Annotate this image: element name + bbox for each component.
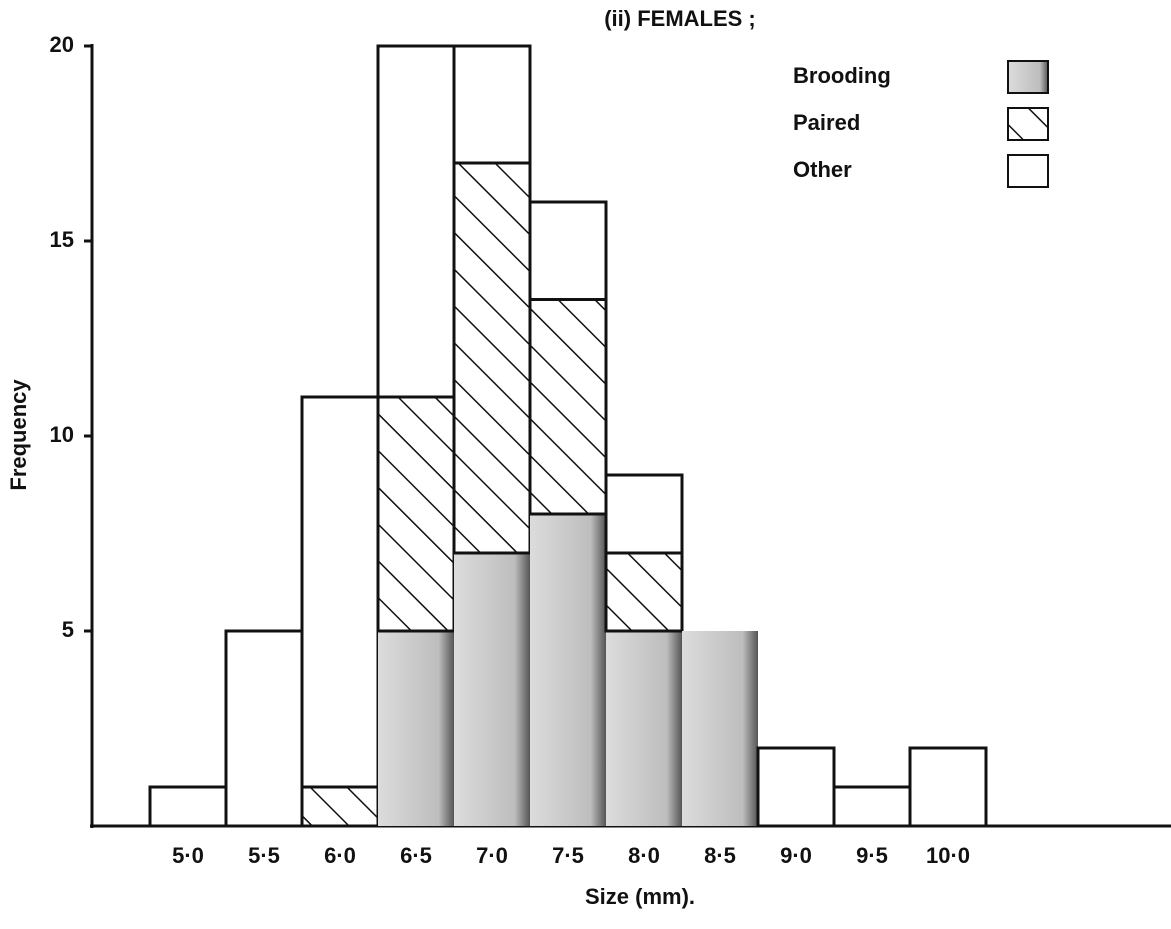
bar-segment: [756, 746, 836, 828]
bar-segment: [454, 553, 530, 826]
x-axis-label: Size (mm).: [585, 884, 695, 909]
x-tick-label: 9·5: [856, 843, 888, 868]
legend-swatch: [1007, 107, 1049, 141]
x-tick-label: 7·0: [476, 843, 508, 868]
bar-segment: [376, 44, 456, 399]
y-tick-label: 5: [62, 617, 74, 642]
bar-segment: [224, 629, 304, 828]
y-axis-label: Frequency: [6, 379, 31, 491]
x-tick-label: 5·5: [248, 843, 280, 868]
legend-label: Other: [793, 157, 852, 182]
bar-segment: [376, 395, 456, 633]
bar-segment: [604, 473, 684, 555]
y-tick-label: 20: [50, 32, 74, 57]
bar-segment: [528, 200, 608, 301]
bar-segment: [832, 785, 912, 828]
x-tick-label: 5·0: [172, 843, 204, 868]
y-tick-label: 10: [50, 422, 74, 447]
x-tick-label: 8·0: [628, 843, 660, 868]
bar-segment: [908, 746, 988, 828]
y-tick-label: 15: [50, 227, 74, 252]
legend-label: Brooding: [793, 63, 891, 88]
bar-segment: [530, 514, 606, 826]
bar-segment: [300, 785, 380, 828]
bar-segment: [606, 631, 682, 826]
x-tick-label: 6·0: [324, 843, 356, 868]
bar-segment: [452, 161, 532, 555]
bar-segment: [528, 298, 608, 516]
bar-segment: [300, 395, 380, 789]
x-tick-label: 9·0: [780, 843, 812, 868]
x-tick-label: 10·0: [926, 843, 970, 868]
legend-swatch: [1007, 154, 1049, 188]
bar-segment: [378, 631, 454, 826]
chart-title: (ii) FEMALES ;: [604, 6, 756, 31]
legend-swatch: [1007, 60, 1049, 94]
legend-label: Paired: [793, 110, 860, 135]
bar-segment: [148, 785, 228, 828]
bar-segment: [452, 44, 532, 165]
x-tick-label: 8·5: [704, 843, 736, 868]
x-tick-label: 7·5: [552, 843, 584, 868]
x-tick-label: 6·5: [400, 843, 432, 868]
bar-segment: [604, 551, 684, 633]
bar-segment: [682, 631, 758, 826]
